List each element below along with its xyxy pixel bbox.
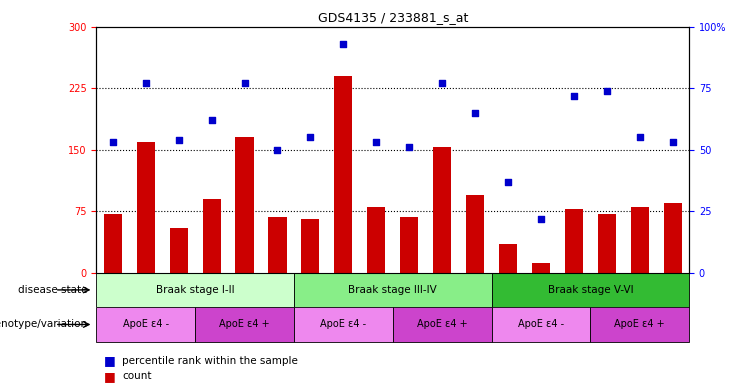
Text: ApoE ε4 -: ApoE ε4 - xyxy=(123,319,169,329)
Text: ■: ■ xyxy=(104,370,116,383)
Point xyxy=(469,110,481,116)
Text: ApoE ε4 +: ApoE ε4 + xyxy=(614,319,665,329)
Bar xyxy=(591,307,689,342)
Bar xyxy=(631,207,649,273)
Bar xyxy=(96,273,294,307)
Point xyxy=(337,41,349,47)
Bar xyxy=(96,307,195,342)
Text: ApoE ε4 -: ApoE ε4 - xyxy=(320,319,366,329)
Bar xyxy=(294,307,393,342)
Bar xyxy=(334,76,353,273)
Point xyxy=(370,139,382,146)
Bar xyxy=(400,217,418,273)
Text: ApoE ε4 +: ApoE ε4 + xyxy=(219,319,270,329)
Bar xyxy=(393,307,491,342)
Point xyxy=(239,80,250,86)
Point xyxy=(107,139,119,146)
Bar xyxy=(170,228,187,273)
Bar xyxy=(466,195,484,273)
Point xyxy=(502,179,514,185)
Bar xyxy=(268,217,287,273)
Bar xyxy=(294,273,491,307)
Text: Braak stage V-VI: Braak stage V-VI xyxy=(548,285,633,295)
Bar xyxy=(433,147,451,273)
Bar xyxy=(236,137,253,273)
Point xyxy=(173,137,185,143)
Text: disease state: disease state xyxy=(18,285,87,295)
Bar xyxy=(195,307,294,342)
Point xyxy=(634,134,645,141)
Bar xyxy=(499,244,517,273)
Text: percentile rank within the sample: percentile rank within the sample xyxy=(122,356,298,366)
Text: ApoE ε4 +: ApoE ε4 + xyxy=(417,319,468,329)
Point xyxy=(601,88,613,94)
Bar xyxy=(664,203,682,273)
Point xyxy=(305,134,316,141)
Point xyxy=(271,147,283,153)
Point xyxy=(140,80,152,86)
Text: genotype/variation: genotype/variation xyxy=(0,319,87,329)
Bar xyxy=(491,273,689,307)
Text: Braak stage I-II: Braak stage I-II xyxy=(156,285,234,295)
Point xyxy=(206,117,218,123)
Text: Braak stage III-IV: Braak stage III-IV xyxy=(348,285,437,295)
Point xyxy=(535,215,547,222)
Bar xyxy=(598,214,616,273)
Text: count: count xyxy=(122,371,152,381)
Bar xyxy=(368,207,385,273)
Point xyxy=(568,93,579,99)
Text: ■: ■ xyxy=(104,354,116,367)
Bar xyxy=(302,219,319,273)
Bar xyxy=(491,307,591,342)
Point xyxy=(436,80,448,86)
Bar xyxy=(532,263,550,273)
Point xyxy=(403,144,415,151)
Point xyxy=(667,139,679,146)
Bar xyxy=(565,209,583,273)
Bar xyxy=(104,214,122,273)
Title: GDS4135 / 233881_s_at: GDS4135 / 233881_s_at xyxy=(318,11,468,24)
Bar xyxy=(136,142,155,273)
Bar xyxy=(202,199,221,273)
Text: ApoE ε4 -: ApoE ε4 - xyxy=(518,319,564,329)
